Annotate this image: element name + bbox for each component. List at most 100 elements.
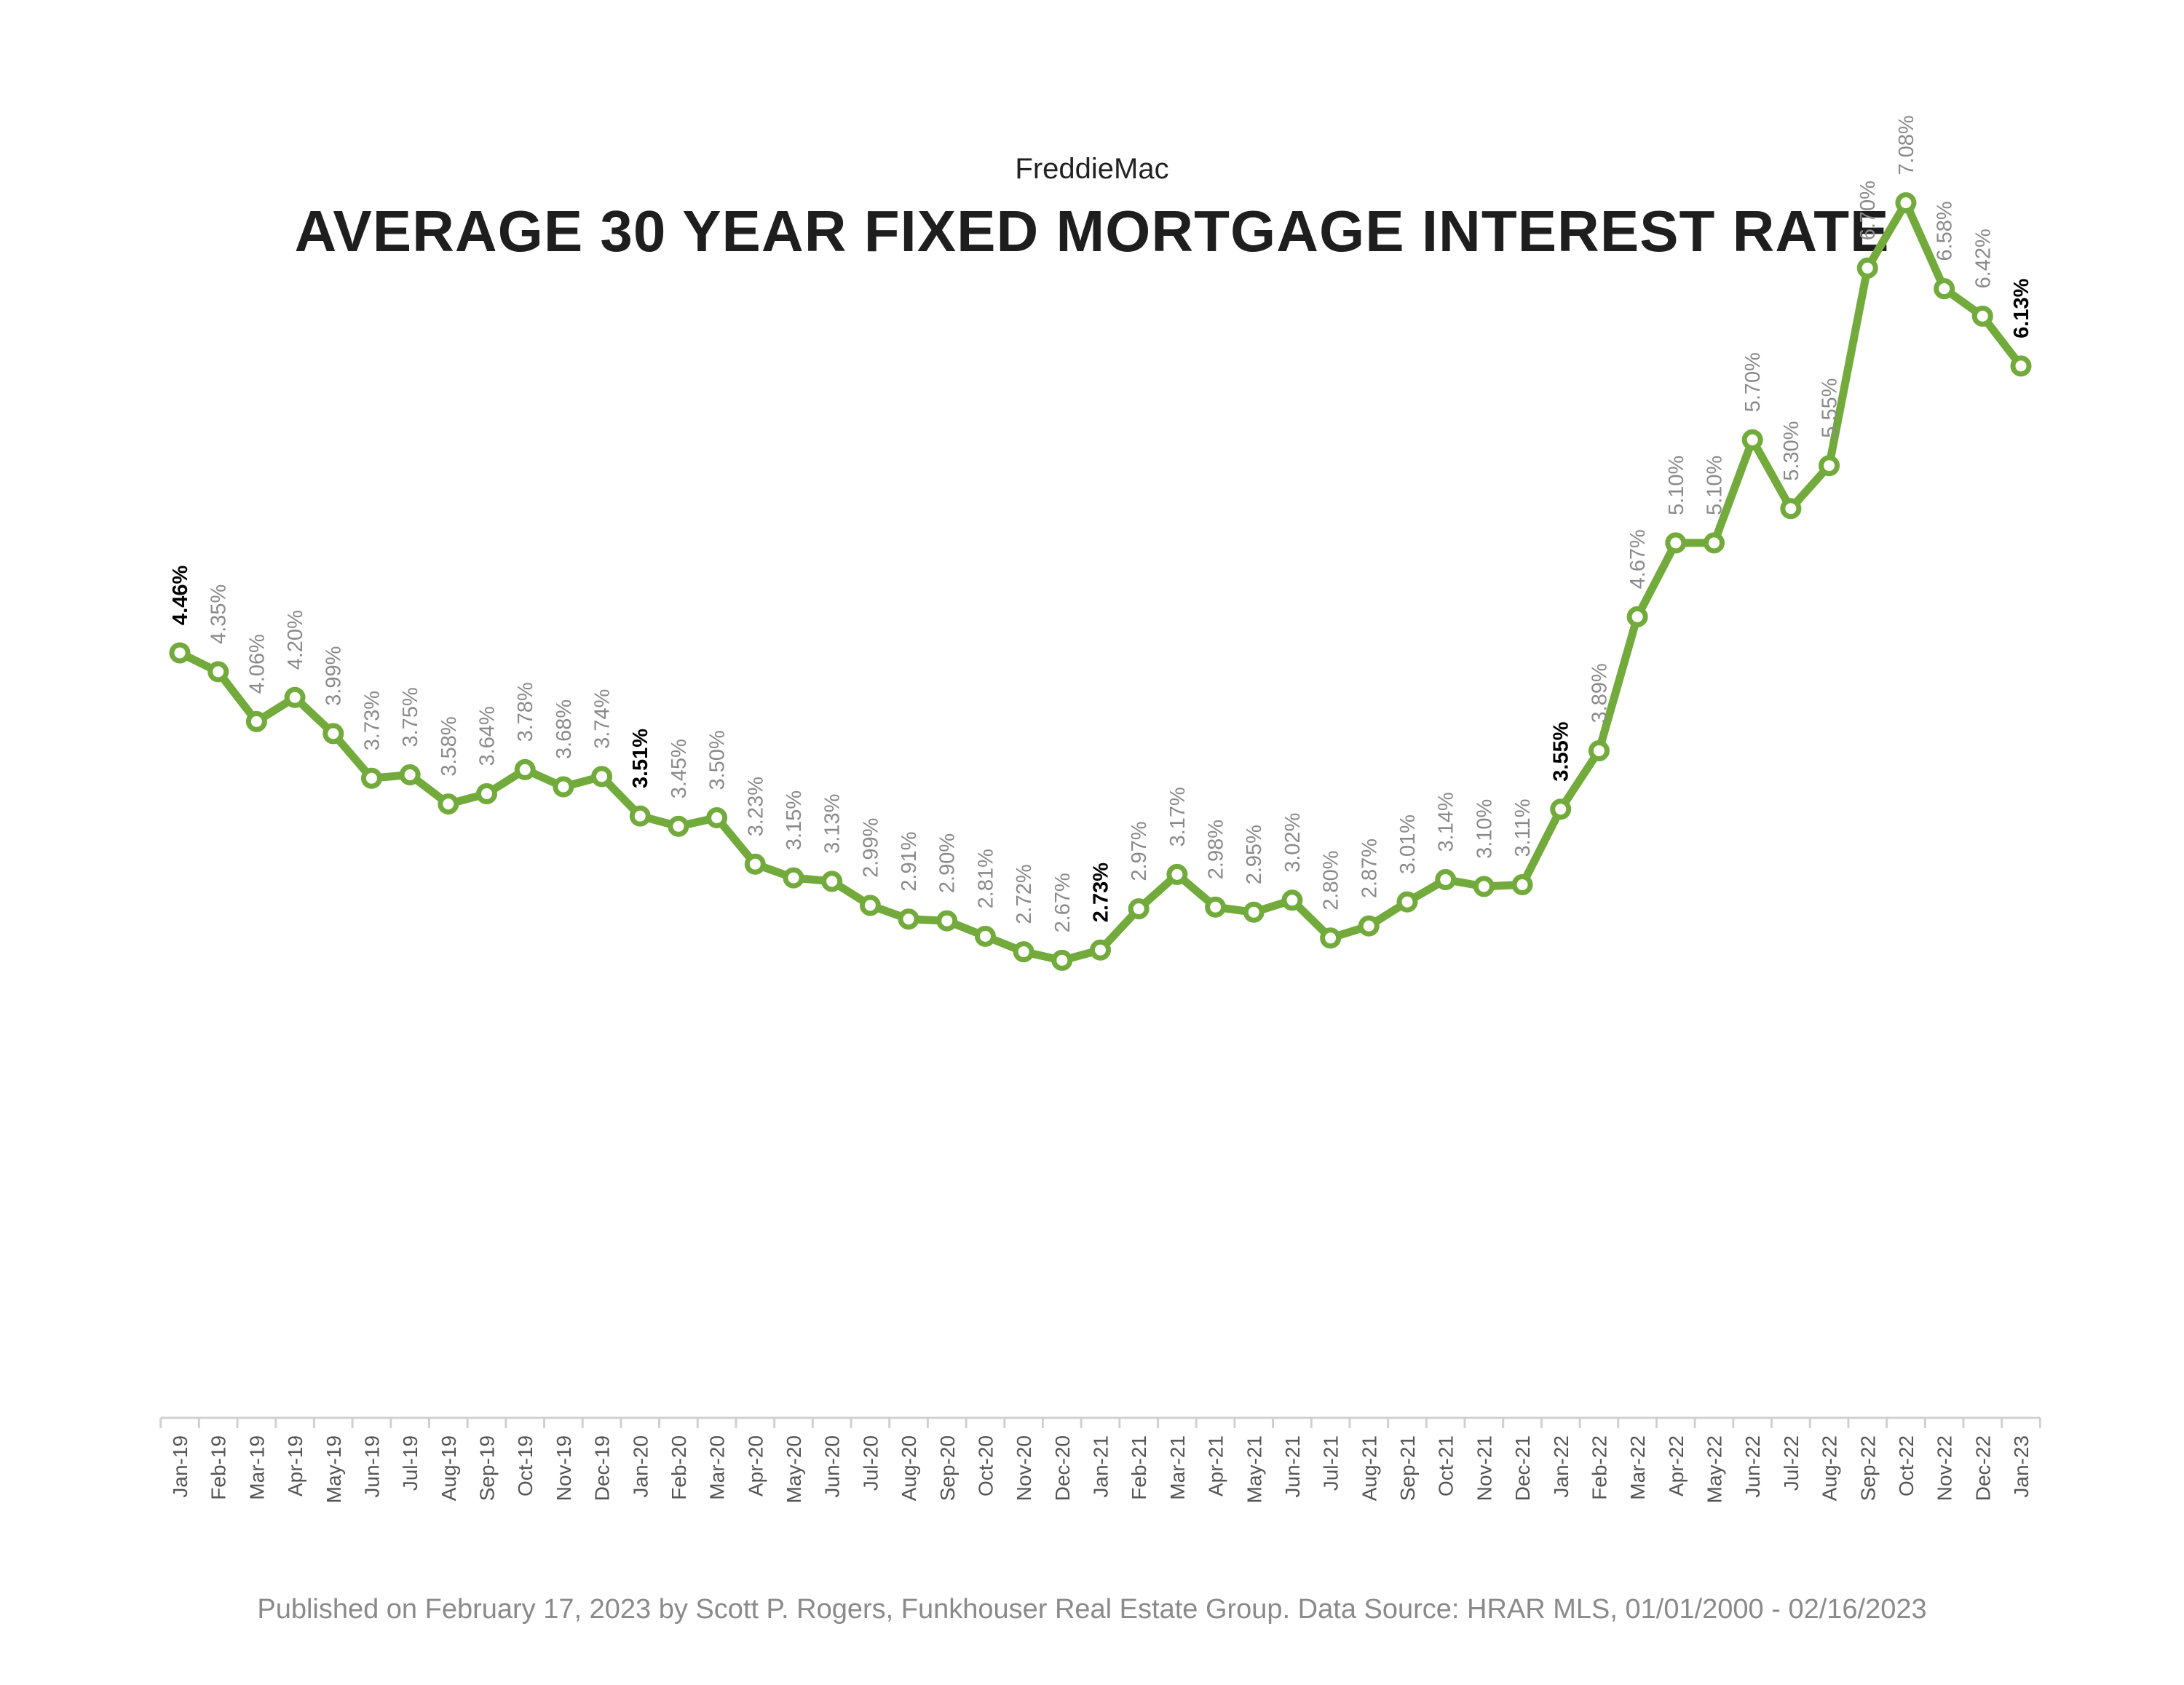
x-tick-label: May-22 bbox=[1704, 1435, 1726, 1503]
x-tick-label: Aug-19 bbox=[438, 1435, 460, 1501]
data-point bbox=[476, 782, 497, 804]
data-point bbox=[1396, 891, 1418, 913]
data-point bbox=[1971, 305, 1993, 327]
data-label: 4.35% bbox=[207, 584, 231, 644]
x-tick-label: May-21 bbox=[1243, 1435, 1265, 1503]
data-point bbox=[360, 767, 382, 789]
x-tick-label: Dec-20 bbox=[1051, 1435, 1074, 1501]
data-point bbox=[1934, 278, 1955, 300]
x-tick-label: Nov-19 bbox=[553, 1435, 575, 1501]
data-label: 3.58% bbox=[438, 716, 461, 776]
data-label: 3.55% bbox=[1550, 721, 1573, 781]
chart-title: AVERAGE 30 YEAR FIXED MORTGAGE INTEREST … bbox=[294, 199, 1890, 263]
data-point bbox=[1665, 532, 1687, 554]
data-label: 3.15% bbox=[783, 790, 806, 850]
data-point bbox=[1588, 740, 1610, 761]
data-label: 3.14% bbox=[1435, 792, 1458, 852]
x-tick-label: Jun-20 bbox=[821, 1435, 844, 1498]
data-label: 4.46% bbox=[169, 565, 192, 625]
x-tick-label: Aug-22 bbox=[1819, 1435, 1841, 1501]
data-label: 5.10% bbox=[1665, 456, 1688, 515]
data-point bbox=[1626, 606, 1648, 627]
data-point bbox=[1473, 876, 1495, 897]
data-label: 2.95% bbox=[1243, 825, 1266, 884]
x-tick-label: Dec-22 bbox=[1971, 1435, 1994, 1501]
data-label: 3.11% bbox=[1511, 798, 1535, 857]
x-tick-label: Jan-23 bbox=[2010, 1435, 2033, 1498]
x-tick-label: Feb-22 bbox=[1588, 1435, 1610, 1500]
x-tick-label: Jun-22 bbox=[1741, 1435, 1764, 1498]
x-tick-label: Jan-19 bbox=[169, 1435, 191, 1498]
x-tick-label: Jan-22 bbox=[1550, 1435, 1572, 1498]
data-label: 4.20% bbox=[284, 610, 307, 670]
data-label: 2.80% bbox=[1320, 850, 1343, 910]
data-point bbox=[1051, 949, 1073, 971]
x-tick-label: Mar-19 bbox=[245, 1435, 268, 1500]
x-tick-label: May-20 bbox=[783, 1435, 805, 1503]
x-tick-label: Jan-20 bbox=[629, 1435, 652, 1498]
x-tick-label: Apr-20 bbox=[744, 1435, 767, 1496]
data-point bbox=[1128, 898, 1150, 920]
data-point bbox=[438, 793, 459, 815]
data-point bbox=[1243, 901, 1265, 923]
data-point bbox=[1320, 927, 1342, 949]
data-point bbox=[1819, 455, 1840, 477]
data-point bbox=[859, 895, 881, 916]
x-tick-label: Feb-20 bbox=[668, 1435, 690, 1500]
x-tick-label: Oct-22 bbox=[1895, 1435, 1918, 1496]
data-point bbox=[2010, 355, 2032, 377]
data-label: 3.23% bbox=[744, 777, 767, 836]
data-label: 5.70% bbox=[1741, 352, 1765, 412]
data-label: 3.64% bbox=[476, 706, 499, 766]
data-label-layer: 4.46% 4.35% 4.06% 4.20% 3.99% 3.73% 3.75% 3.58%… bbox=[169, 115, 2033, 932]
data-label: 3.74% bbox=[591, 689, 614, 749]
x-tick-label: Oct-20 bbox=[974, 1435, 997, 1496]
x-tick-label: Apr-22 bbox=[1665, 1435, 1688, 1496]
data-label: 5.55% bbox=[1819, 378, 1842, 437]
data-point bbox=[1013, 941, 1034, 963]
data-label: 2.73% bbox=[1090, 863, 1113, 922]
data-point bbox=[1166, 863, 1188, 885]
data-label: 7.08% bbox=[1895, 115, 1918, 175]
data-label: 2.72% bbox=[1013, 864, 1036, 924]
x-tick-label: Oct-21 bbox=[1435, 1435, 1457, 1496]
data-point bbox=[1511, 874, 1533, 896]
x-tick-label: Aug-20 bbox=[898, 1435, 920, 1501]
data-label: 3.13% bbox=[821, 794, 844, 854]
data-point bbox=[706, 807, 728, 828]
data-label: 2.99% bbox=[859, 818, 882, 878]
data-label: 2.91% bbox=[898, 832, 921, 892]
chart-subtitle: FreddieMac bbox=[1015, 153, 1169, 185]
x-tick-label: Jan-21 bbox=[1090, 1435, 1112, 1498]
x-tick-label: Mar-21 bbox=[1166, 1435, 1189, 1500]
x-tick-label: Feb-21 bbox=[1128, 1435, 1150, 1500]
data-label: 3.17% bbox=[1166, 787, 1190, 847]
x-tick-label: Jul-19 bbox=[399, 1435, 422, 1491]
data-label: 3.51% bbox=[629, 729, 652, 788]
data-label: 5.10% bbox=[1704, 456, 1727, 515]
data-label: 4.67% bbox=[1626, 529, 1650, 589]
data-point bbox=[668, 815, 689, 837]
data-point bbox=[898, 908, 919, 930]
data-label: 2.97% bbox=[1128, 821, 1151, 881]
data-label: 2.81% bbox=[974, 849, 997, 908]
data-point bbox=[1358, 915, 1380, 937]
data-label: 6.70% bbox=[1856, 181, 1880, 240]
data-point bbox=[1704, 532, 1725, 554]
x-tick-label: Feb-19 bbox=[207, 1435, 230, 1500]
x-tick-label: Jul-20 bbox=[859, 1435, 882, 1491]
x-tick-label: Nov-20 bbox=[1013, 1435, 1035, 1501]
x-tick-label: Dec-19 bbox=[591, 1435, 614, 1501]
x-tick-label: Aug-21 bbox=[1358, 1435, 1380, 1501]
data-point bbox=[553, 776, 574, 798]
data-point bbox=[936, 910, 958, 932]
data-point bbox=[323, 723, 344, 745]
x-tick-label: Jun-21 bbox=[1281, 1435, 1304, 1498]
data-label: 6.13% bbox=[2010, 278, 2033, 338]
data-label: 3.78% bbox=[514, 682, 537, 742]
data-point bbox=[399, 764, 421, 785]
x-tick-label-layer: Jan-19 Feb-19 Mar-19 Apr-19 May-19 Jun-19 Jul-… bbox=[169, 1435, 2033, 1503]
data-point bbox=[1435, 868, 1457, 890]
data-label: 3.50% bbox=[706, 730, 729, 790]
